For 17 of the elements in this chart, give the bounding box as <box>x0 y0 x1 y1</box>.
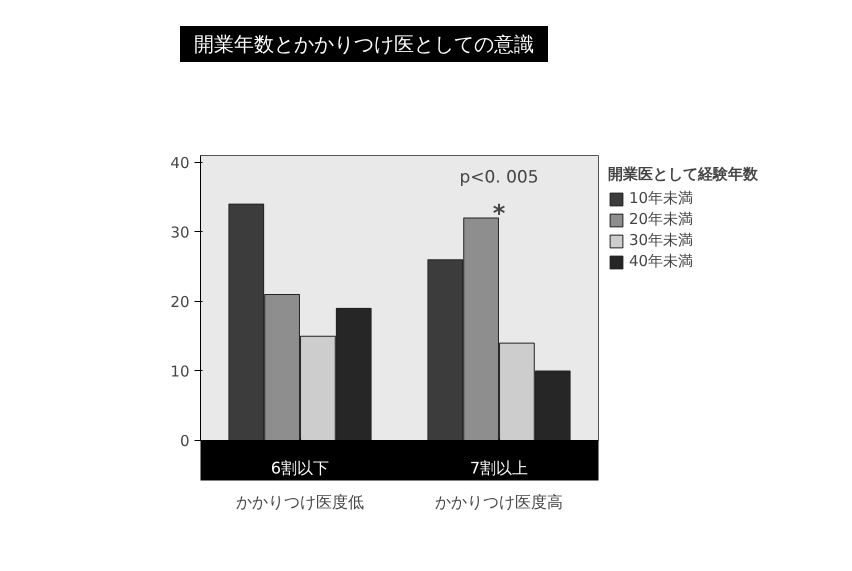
x-tick-label: 6割以下 <box>270 458 330 478</box>
y-tick-label: 20 <box>170 292 190 311</box>
x-tick-label: 7割以上 <box>470 458 528 478</box>
text: かかりつけ医度高 <box>435 492 563 512</box>
legend-title: 開業医として経験年数 <box>608 165 758 184</box>
y-tick-label: 0 <box>180 432 190 450</box>
y-tick-label: 30 <box>170 223 190 242</box>
annotation: * <box>492 200 506 228</box>
y-tick-label: 40 <box>170 154 190 172</box>
text: かかりつけ医度低 <box>236 492 364 512</box>
legend-label: 20年未満 <box>629 210 694 229</box>
legend-label: 40年未満 <box>629 252 694 271</box>
annotation: p<0. 005 <box>459 168 539 188</box>
y-tick-label: 10 <box>170 362 190 380</box>
legend-label: 10年未満 <box>629 189 694 208</box>
chart-title: 開業年数とかかりつけ医としての意識 <box>180 26 548 62</box>
legend-label: 30年未満 <box>629 231 694 250</box>
